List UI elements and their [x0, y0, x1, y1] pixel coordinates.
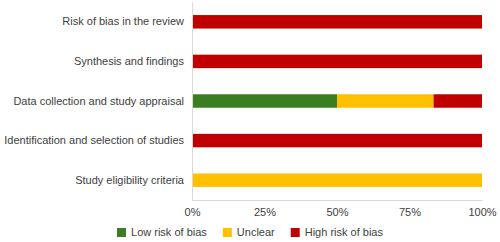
bar-segment	[192, 15, 482, 28]
tick-label: 0%	[185, 206, 201, 218]
legend-swatch	[117, 228, 126, 237]
bars	[192, 15, 482, 187]
bar-segment	[192, 173, 482, 186]
bar-segment	[192, 134, 482, 147]
legend-swatch	[223, 228, 232, 237]
series	[192, 15, 482, 147]
tick: 0%	[185, 200, 201, 218]
bar-segment	[337, 94, 434, 107]
legend-item: Unclear	[223, 226, 275, 238]
bar-segment	[434, 94, 482, 107]
legend-label: Unclear	[237, 226, 275, 238]
tick-label: 25%	[254, 206, 276, 218]
bar-segment	[192, 94, 337, 107]
y-axis: Risk of bias in the review Synthesis and …	[4, 3, 192, 201]
tick-label: 50%	[326, 206, 348, 218]
bar-segment	[482, 173, 483, 186]
legend-item: Low risk of bias	[117, 226, 207, 238]
axis-line	[192, 3, 193, 201]
tick: 100%	[468, 200, 496, 218]
x-axis: 0% 25% 50% 75% 100%	[185, 200, 497, 218]
tick-label: 100%	[468, 206, 496, 218]
tick-label: 75%	[399, 206, 421, 218]
legend-item: High risk of bias	[291, 226, 384, 238]
series	[192, 94, 337, 107]
legend-label: High risk of bias	[305, 226, 384, 238]
series	[192, 94, 482, 187]
tick: 25%	[254, 200, 276, 218]
tick: Study eligibility criteria	[75, 174, 192, 186]
legend: Low risk of bias Unclear High risk of bias	[117, 226, 383, 238]
tick-label: Data collection and study appraisal	[13, 95, 184, 107]
legend-label: Low risk of bias	[131, 226, 207, 238]
tick-label: Risk of bias in the review	[62, 15, 184, 27]
axis-line	[193, 200, 483, 201]
tick: 75%	[399, 200, 421, 218]
tick-label: Synthesis and findings	[74, 55, 185, 67]
tick-label: Study eligibility criteria	[75, 174, 185, 186]
tick: Identification and selection of studies	[4, 134, 192, 146]
tick: Synthesis and findings	[74, 55, 192, 67]
tick: Risk of bias in the review	[62, 15, 192, 27]
tick-label: Identification and selection of studies	[4, 134, 184, 146]
bar-segment	[192, 55, 482, 68]
tick: 50%	[326, 200, 348, 218]
legend-swatch	[291, 228, 300, 237]
chart: 0% 25% 50% 75% 100% Risk of bias in the revie…	[0, 0, 500, 242]
tick: Data collection and study appraisal	[13, 95, 192, 107]
plot: 0% 25% 50% 75% 100% Risk of bias in the revie…	[4, 3, 497, 218]
